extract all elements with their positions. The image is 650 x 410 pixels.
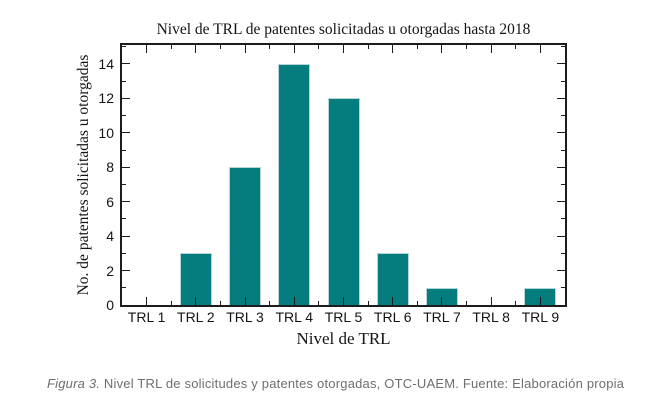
x-tick-major xyxy=(195,45,197,53)
x-tick-minor xyxy=(318,301,320,305)
x-tick-label: TRL 5 xyxy=(324,309,363,325)
x-tick-label: TRL 3 xyxy=(226,309,264,325)
y-tick-minor xyxy=(561,287,565,289)
x-tick-minor xyxy=(170,301,172,305)
x-tick-label: TRL 9 xyxy=(521,309,560,325)
y-tick-minor xyxy=(122,252,126,254)
x-tick-major xyxy=(441,45,443,53)
chart-title: Nivel de TRL de patentes solicitadas u o… xyxy=(156,21,531,38)
x-tick-major xyxy=(441,297,443,305)
caption-text: Nivel TRL de solicitudes y patentes otor… xyxy=(100,376,625,391)
x-tick-label: TRL 2 xyxy=(177,309,215,325)
x-axis-title: Nivel de TRL xyxy=(296,329,391,348)
x-tick-label-layer: TRL 1 TRL 2 TRL 3 TRL 4 TRL 5 TRL 6 TRL 7 TRL 8… xyxy=(122,309,565,327)
y-tick-minor xyxy=(561,46,565,48)
y-tick-major xyxy=(122,97,130,99)
x-tick-major xyxy=(195,297,197,305)
x-tick-major xyxy=(293,297,295,305)
x-tick-minor xyxy=(219,301,221,305)
bar-trl-2 xyxy=(179,253,212,305)
y-tick-label: 8 xyxy=(106,159,114,176)
bar-trl-3 xyxy=(229,167,262,305)
y-tick-minor xyxy=(561,115,565,117)
x-tick-major xyxy=(343,297,344,305)
x-tick-label: TRL 1 xyxy=(127,309,166,325)
y-tick-major xyxy=(557,63,565,65)
y-tick-minor xyxy=(122,287,126,289)
x-tick-minor xyxy=(367,45,369,49)
caption-figure-number: Figura 3. xyxy=(47,376,101,391)
y-tick-major xyxy=(557,270,565,272)
x-tick-minor xyxy=(170,45,172,49)
x-tick-major xyxy=(343,45,344,53)
x-tick-major xyxy=(539,45,541,53)
plot-area xyxy=(120,43,567,307)
y-tick-label: 14 xyxy=(98,55,114,72)
y-tick-minor xyxy=(122,80,126,82)
bar-trl-5 xyxy=(327,98,360,305)
y-tick-major xyxy=(122,166,130,168)
x-tick-minor xyxy=(367,301,369,305)
y-tick-major xyxy=(557,132,565,134)
y-tick-major xyxy=(557,201,565,203)
x-tick-minor xyxy=(515,45,517,49)
y-tick-major xyxy=(122,201,130,203)
x-tick-label: TRL 7 xyxy=(423,309,461,325)
figure-caption: Figura 3. Nivel TRL de solicitudes y pat… xyxy=(47,376,627,391)
y-tick-minor xyxy=(561,252,565,254)
y-tick-minor xyxy=(122,46,126,48)
x-tick-label: TRL 8 xyxy=(472,309,510,325)
x-tick-minor xyxy=(219,45,221,49)
bar-trl-6 xyxy=(376,253,409,305)
x-tick-major xyxy=(146,45,148,53)
x-tick-major xyxy=(146,297,148,305)
x-tick-major xyxy=(392,45,394,53)
bar-trl-9 xyxy=(524,288,557,305)
y-tick-label: 0 xyxy=(106,297,114,313)
y-tick-minor xyxy=(561,149,565,151)
y-tick-minor xyxy=(561,80,565,82)
x-tick-major xyxy=(293,45,295,53)
y-tick-label: 6 xyxy=(106,193,114,210)
x-tick-major xyxy=(244,297,246,305)
y-tick-major xyxy=(122,235,130,237)
y-tick-label: 4 xyxy=(106,228,114,245)
bar-trl-7 xyxy=(425,288,458,305)
x-tick-major xyxy=(490,297,492,305)
y-tick-label-layer: 0 2 4 6 8 10 12 14 xyxy=(80,45,114,313)
x-tick-minor xyxy=(416,45,418,49)
y-tick-major xyxy=(557,166,565,168)
x-tick-minor xyxy=(318,45,320,49)
y-tick-label: 2 xyxy=(106,262,114,279)
y-tick-major xyxy=(122,63,130,65)
y-tick-major xyxy=(557,235,565,237)
x-tick-minor xyxy=(515,301,517,305)
x-tick-minor xyxy=(466,45,468,49)
y-tick-minor xyxy=(122,149,126,151)
y-tick-major xyxy=(557,97,565,99)
x-tick-label: TRL 4 xyxy=(275,309,314,325)
y-tick-minor xyxy=(561,183,565,185)
y-tick-minor xyxy=(122,115,126,117)
y-tick-major xyxy=(122,270,130,272)
x-tick-major xyxy=(244,45,246,53)
x-tick-major xyxy=(490,45,492,53)
x-tick-minor xyxy=(269,301,271,305)
y-tick-minor xyxy=(122,183,126,185)
x-tick-minor xyxy=(466,301,468,305)
y-tick-minor xyxy=(122,218,126,220)
x-tick-major xyxy=(539,297,541,305)
x-tick-label: TRL 6 xyxy=(373,309,412,325)
y-tick-minor xyxy=(561,218,565,220)
y-tick-label: 12 xyxy=(98,90,114,107)
bar-trl-4 xyxy=(278,64,311,305)
x-tick-minor xyxy=(269,45,271,49)
x-tick-minor xyxy=(416,301,418,305)
y-tick-label: 10 xyxy=(98,124,114,141)
x-tick-major xyxy=(392,297,394,305)
y-tick-major xyxy=(122,132,130,134)
